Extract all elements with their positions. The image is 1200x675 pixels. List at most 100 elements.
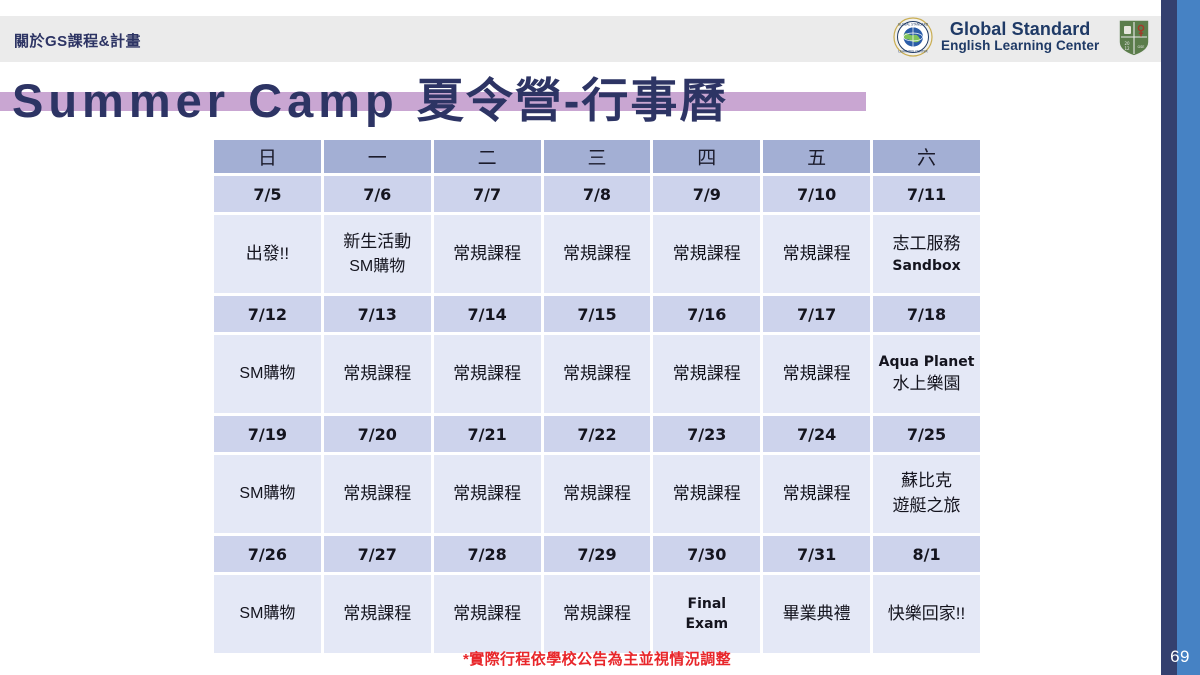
calendar-event-row: SM購物 常規課程 常規課程 常規課程 常規課程 常規課程 蘇比克 遊艇之旅: [214, 455, 980, 533]
summer-camp-calendar: 日一二三四五六 7/5 7/6 7/7 7/8 7/9 7/10 7/11 出發!! 新生活動 SM…: [211, 137, 983, 656]
day-of-week-header-2: 二: [433, 140, 541, 173]
date-cell-0-0[interactable]: 7/5: [214, 176, 321, 212]
calendar-date-row: 7/12 7/13 7/14 7/15 7/16 7/17 7/18: [214, 296, 980, 332]
date-cell-2-4[interactable]: 7/23: [653, 416, 761, 452]
date-cell-1-6[interactable]: 7/18: [873, 296, 980, 332]
event-cell-2-0[interactable]: SM購物: [214, 455, 321, 533]
event-line: SM購物: [239, 365, 296, 383]
calendar-event-row: 出發!! 新生活動 SM購物 常規課程 常規課程 常規課程 常規課程 志工服務 Sandbox: [214, 215, 980, 293]
date-cell-3-4[interactable]: 7/30: [653, 536, 761, 572]
date-cell-1-3[interactable]: 7/15: [543, 296, 651, 332]
date-cell-3-3[interactable]: 7/29: [543, 536, 651, 572]
date-cell-2-5[interactable]: 7/24: [763, 416, 871, 452]
date-cell-1-2[interactable]: 7/14: [433, 296, 541, 332]
event-cell-3-6[interactable]: 快樂回家!!: [873, 575, 980, 653]
brand-name-secondary: English Learning Center: [941, 38, 1100, 54]
event-line: 出發!!: [245, 243, 290, 263]
event-line: 常規課程: [562, 483, 631, 503]
event-cell-3-2[interactable]: 常規課程: [433, 575, 541, 653]
date-cell-1-4[interactable]: 7/16: [653, 296, 761, 332]
header-kicker-label: 關於GS課程&計畫: [14, 33, 142, 50]
event-line: SM購物: [239, 605, 296, 623]
date-cell-1-5[interactable]: 7/17: [763, 296, 871, 332]
event-cell-0-4[interactable]: 常規課程: [653, 215, 761, 293]
event-cell-1-6[interactable]: Aqua Planet 水上樂園: [873, 335, 980, 413]
event-cell-3-1[interactable]: 常規課程: [323, 575, 431, 653]
event-cell-1-4[interactable]: 常規課程: [653, 335, 761, 413]
page-title-latin: Summer Camp: [12, 74, 417, 127]
title-highlight-bar: [0, 92, 866, 111]
event-cell-3-4[interactable]: Final Exam: [653, 575, 761, 653]
event-cell-2-3[interactable]: 常規課程: [543, 455, 651, 533]
date-cell-3-0[interactable]: 7/26: [214, 536, 321, 572]
event-cell-0-2[interactable]: 常規課程: [433, 215, 541, 293]
event-cell-1-3[interactable]: 常規課程: [543, 335, 651, 413]
date-cell-0-1[interactable]: 7/6: [323, 176, 431, 212]
globe-seal-icon: GLOBAL STANDARD LEARNING CENTER: [893, 17, 933, 57]
date-cell-0-4[interactable]: 7/9: [653, 176, 761, 212]
date-cell-2-2[interactable]: 7/21: [433, 416, 541, 452]
event-line: 常規課程: [672, 243, 741, 263]
event-cell-3-5[interactable]: 畢業典禮: [763, 575, 871, 653]
event-cell-2-1[interactable]: 常規課程: [323, 455, 431, 533]
brand-name-primary: Global Standard: [949, 18, 1091, 39]
event-line: Aqua Planet: [878, 353, 975, 370]
event-line: SM購物: [349, 257, 406, 275]
event-line: SM購物: [239, 485, 296, 503]
header-strip: [0, 16, 1161, 62]
svg-text:20: 20: [1125, 41, 1131, 46]
day-of-week-header-4: 四: [653, 140, 761, 173]
date-cell-3-6[interactable]: 8/1: [873, 536, 980, 572]
date-cell-1-0[interactable]: 7/12: [214, 296, 321, 332]
event-cell-2-4[interactable]: 常規課程: [653, 455, 761, 533]
date-cell-2-1[interactable]: 7/20: [323, 416, 431, 452]
date-cell-0-5[interactable]: 7/10: [763, 176, 871, 212]
date-cell-2-6[interactable]: 7/25: [873, 416, 980, 452]
calendar-header-row: 日一二三四五六: [214, 140, 980, 173]
event-line: 常規課程: [562, 603, 631, 623]
event-line: Sandbox: [892, 258, 961, 275]
calendar-date-row: 7/19 7/20 7/21 7/22 7/23 7/24 7/25: [214, 416, 980, 452]
day-of-week-header-1: 一: [323, 140, 431, 173]
svg-text:LEARNING CENTER: LEARNING CENTER: [898, 50, 928, 54]
event-line: 新生活動: [343, 232, 412, 252]
date-cell-3-5[interactable]: 7/31: [763, 536, 871, 572]
event-line: Exam: [685, 616, 729, 632]
event-cell-2-5[interactable]: 常規課程: [763, 455, 871, 533]
event-cell-0-3[interactable]: 常規課程: [543, 215, 651, 293]
event-cell-1-0[interactable]: SM購物: [214, 335, 321, 413]
event-cell-2-6[interactable]: 蘇比克 遊艇之旅: [873, 455, 980, 533]
day-of-week-header-6: 六: [873, 140, 980, 173]
event-cell-3-3[interactable]: 常規課程: [543, 575, 651, 653]
event-cell-0-6[interactable]: 志工服務 Sandbox: [873, 215, 980, 293]
event-cell-0-1[interactable]: 新生活動 SM購物: [323, 215, 431, 293]
date-cell-0-2[interactable]: 7/7: [433, 176, 541, 212]
svg-text:12: 12: [1125, 46, 1131, 51]
date-cell-1-1[interactable]: 7/13: [323, 296, 431, 332]
day-of-week-header-5: 五: [763, 140, 871, 173]
event-line: 常規課程: [562, 363, 631, 383]
event-cell-3-0[interactable]: SM購物: [214, 575, 321, 653]
svg-text:GSE: GSE: [1138, 45, 1145, 49]
page-title: Summer Camp 夏令營-行事曆: [12, 62, 728, 131]
date-cell-2-0[interactable]: 7/19: [214, 416, 321, 452]
date-cell-3-1[interactable]: 7/27: [323, 536, 431, 572]
day-of-week-header-3: 三: [543, 140, 651, 173]
date-cell-0-6[interactable]: 7/11: [873, 176, 980, 212]
date-cell-2-3[interactable]: 7/22: [543, 416, 651, 452]
day-of-week-header-0: 日: [214, 140, 321, 173]
event-cell-2-2[interactable]: 常規課程: [433, 455, 541, 533]
event-cell-1-5[interactable]: 常規課程: [763, 335, 871, 413]
event-cell-1-2[interactable]: 常規課程: [433, 335, 541, 413]
svg-text:GLOBAL STANDARD: GLOBAL STANDARD: [898, 22, 929, 26]
event-line: 遊艇之旅: [892, 496, 961, 515]
event-cell-0-5[interactable]: 常規課程: [763, 215, 871, 293]
event-line: Final: [687, 595, 727, 612]
event-cell-1-1[interactable]: 常規課程: [323, 335, 431, 413]
date-cell-3-2[interactable]: 7/28: [433, 536, 541, 572]
date-cell-0-3[interactable]: 7/8: [543, 176, 651, 212]
footnote-disclaimer: *實際行程依學校公告為主並視情況調整: [462, 651, 732, 668]
right-edge-bar-navy: [1161, 0, 1177, 675]
event-cell-0-0[interactable]: 出發!!: [214, 215, 321, 293]
event-line: 常規課程: [453, 363, 522, 383]
